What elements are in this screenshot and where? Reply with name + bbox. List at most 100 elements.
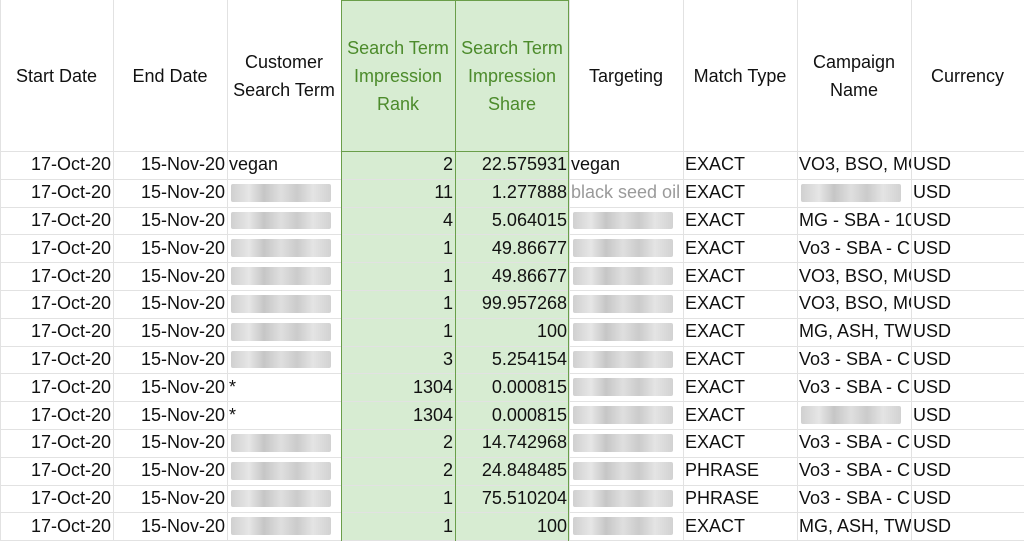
cell-term[interactable]	[227, 207, 341, 235]
cell-end[interactable]: 15-Nov-20	[140, 293, 225, 314]
cell-match[interactable]: EXACT	[685, 376, 746, 397]
cell-match[interactable]: EXACT	[685, 515, 746, 536]
cell-start[interactable]: 17-Oct-20	[30, 293, 111, 314]
cell-currency[interactable]: USD	[913, 515, 952, 536]
cell-rank[interactable]: 1	[442, 321, 453, 342]
cell-targeting[interactable]	[569, 429, 683, 457]
cell-start[interactable]: 17-Oct-20	[30, 182, 111, 203]
cell-rank[interactable]: 2	[442, 154, 453, 175]
cell-start[interactable]: 17-Oct-20	[30, 404, 111, 425]
cell-end[interactable]: 15-Nov-20	[140, 487, 225, 508]
cell-campaign[interactable]	[797, 179, 911, 207]
cell-campaign[interactable]: Vo3 - SBA - C	[799, 237, 911, 258]
cell-end[interactable]: 15-Nov-20	[140, 265, 225, 286]
column-header-share[interactable]: Search Term Impression Share	[455, 0, 569, 151]
cell-rank[interactable]: 1	[442, 515, 453, 536]
cell-campaign[interactable]: VO3, BSO, MG	[799, 293, 911, 314]
cell-share[interactable]: 49.86677	[491, 265, 567, 286]
cell-match[interactable]: EXACT	[685, 404, 746, 425]
cell-end[interactable]: 15-Nov-20	[140, 460, 225, 481]
cell-currency[interactable]: USD	[913, 376, 952, 397]
cell-end[interactable]: 15-Nov-20	[140, 182, 225, 203]
cell-rank[interactable]: 1	[442, 265, 453, 286]
cell-campaign[interactable]: Vo3 - SBA - C	[799, 432, 911, 453]
cell-match[interactable]: EXACT	[685, 237, 746, 258]
cell-targeting[interactable]	[569, 234, 683, 262]
cell-share[interactable]: 0.000815	[491, 404, 567, 425]
cell-term[interactable]	[227, 457, 341, 485]
cell-targeting[interactable]	[569, 262, 683, 290]
cell-end[interactable]: 15-Nov-20	[140, 237, 225, 258]
cell-match[interactable]: PHRASE	[685, 487, 760, 508]
cell-match[interactable]: EXACT	[685, 321, 746, 342]
cell-start[interactable]: 17-Oct-20	[30, 460, 111, 481]
cell-currency[interactable]: USD	[913, 432, 952, 453]
cell-share[interactable]: 100	[536, 515, 567, 536]
cell-campaign[interactable]: MG - SBA - 10	[799, 209, 911, 230]
cell-rank[interactable]: 1	[442, 237, 453, 258]
cell-share[interactable]: 100	[536, 321, 567, 342]
cell-start[interactable]: 17-Oct-20	[30, 237, 111, 258]
cell-rank[interactable]: 11	[434, 182, 453, 203]
cell-start[interactable]: 17-Oct-20	[30, 154, 111, 175]
cell-end[interactable]: 15-Nov-20	[140, 515, 225, 536]
cell-targeting[interactable]	[569, 457, 683, 485]
cell-end[interactable]: 15-Nov-20	[140, 404, 225, 425]
cell-term[interactable]	[227, 262, 341, 290]
cell-targeting[interactable]	[569, 485, 683, 513]
cell-currency[interactable]: USD	[913, 237, 952, 258]
cell-share[interactable]: 24.848485	[481, 460, 567, 481]
cell-start[interactable]: 17-Oct-20	[30, 209, 111, 230]
cell-currency[interactable]: USD	[913, 321, 952, 342]
cell-start[interactable]: 17-Oct-20	[30, 432, 111, 453]
cell-share[interactable]: 75.510204	[481, 487, 567, 508]
cell-term[interactable]: *	[229, 404, 237, 425]
cell-term[interactable]	[227, 290, 341, 318]
cell-start[interactable]: 17-Oct-20	[30, 265, 111, 286]
column-header-start[interactable]: Start Date	[0, 0, 113, 151]
cell-share[interactable]: 99.957268	[481, 293, 567, 314]
cell-term[interactable]	[227, 318, 341, 346]
column-header-rank[interactable]: Search Term Impression Rank	[341, 0, 455, 151]
cell-campaign[interactable]: VO3, BSO, MG	[799, 265, 911, 286]
cell-targeting[interactable]	[569, 207, 683, 235]
column-header-targeting[interactable]: Targeting	[569, 0, 683, 151]
cell-match[interactable]: EXACT	[685, 182, 746, 203]
cell-rank[interactable]: 1	[442, 293, 453, 314]
cell-match[interactable]: EXACT	[685, 154, 746, 175]
cell-end[interactable]: 15-Nov-20	[140, 209, 225, 230]
cell-start[interactable]: 17-Oct-20	[30, 515, 111, 536]
cell-currency[interactable]: USD	[913, 460, 952, 481]
cell-currency[interactable]: USD	[913, 209, 952, 230]
cell-end[interactable]: 15-Nov-20	[140, 376, 225, 397]
cell-currency[interactable]: USD	[913, 154, 952, 175]
cell-share[interactable]: 5.064015	[491, 209, 567, 230]
cell-end[interactable]: 15-Nov-20	[140, 432, 225, 453]
cell-term[interactable]	[227, 512, 341, 540]
cell-start[interactable]: 17-Oct-20	[30, 376, 111, 397]
cell-rank[interactable]: 1304	[412, 404, 453, 425]
cell-campaign[interactable]: MG, ASH, TW	[799, 515, 911, 536]
cell-targeting[interactable]	[569, 373, 683, 401]
cell-share[interactable]: 22.575931	[481, 154, 567, 175]
cell-rank[interactable]: 3	[442, 348, 453, 369]
cell-rank[interactable]: 2	[442, 432, 453, 453]
cell-campaign[interactable]: Vo3 - SBA - C	[799, 460, 911, 481]
cell-match[interactable]: PHRASE	[685, 460, 760, 481]
cell-currency[interactable]: USD	[913, 404, 952, 425]
cell-targeting[interactable]	[569, 346, 683, 374]
cell-start[interactable]: 17-Oct-20	[30, 348, 111, 369]
cell-term[interactable]	[227, 179, 341, 207]
cell-share[interactable]: 1.277888	[491, 182, 567, 203]
cell-rank[interactable]: 4	[442, 209, 453, 230]
cell-term[interactable]	[227, 485, 341, 513]
cell-start[interactable]: 17-Oct-20	[30, 487, 111, 508]
cell-targeting[interactable]	[569, 401, 683, 429]
column-header-currency[interactable]: Currency	[911, 0, 1024, 151]
cell-campaign[interactable]: VO3, BSO, MG	[799, 154, 911, 175]
cell-campaign[interactable]: Vo3 - SBA - C	[799, 487, 911, 508]
cell-match[interactable]: EXACT	[685, 209, 746, 230]
cell-end[interactable]: 15-Nov-20	[140, 348, 225, 369]
cell-start[interactable]: 17-Oct-20	[30, 321, 111, 342]
cell-match[interactable]: EXACT	[685, 348, 746, 369]
